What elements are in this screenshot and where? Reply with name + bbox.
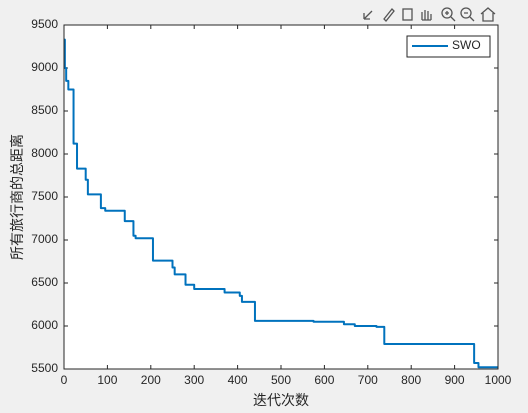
y-tick-label: 7000: [31, 232, 58, 246]
pan-icon[interactable]: [421, 10, 432, 21]
x-tick-label: 900: [445, 373, 465, 387]
y-tick-label: 5500: [31, 361, 58, 375]
x-tick-label: 1000: [485, 373, 512, 387]
y-axis-label: 所有旅行商的总距离: [9, 134, 26, 260]
x-tick-label: 0: [61, 373, 68, 387]
y-tick-label: 9500: [31, 17, 58, 31]
zoom-out-glyph: [464, 12, 475, 22]
legend-label: SWO: [452, 38, 481, 52]
y-tick-label: 6500: [31, 275, 58, 289]
x-tick-label: 800: [401, 373, 421, 387]
x-tick-label: 500: [271, 373, 291, 387]
brush-icon[interactable]: [383, 8, 395, 22]
x-tick-label: 100: [97, 373, 117, 387]
zoom-out-icon[interactable]: [460, 7, 472, 19]
export-icon[interactable]: [363, 10, 373, 20]
y-tick-label: 9000: [31, 60, 58, 74]
axes-box: [63, 24, 499, 370]
toolbar: [363, 7, 496, 22]
x-axis-label: 迭代次数: [253, 393, 309, 409]
zoom-in-icon[interactable]: [441, 7, 453, 19]
home-icon[interactable]: [480, 7, 496, 22]
series-line: [63, 38, 498, 369]
x-tick-label: 400: [228, 373, 248, 387]
x-tick-label: 200: [141, 373, 161, 387]
x-tick-label: 300: [184, 373, 204, 387]
y-tick-label: 8000: [31, 146, 58, 160]
x-tick-label: 600: [314, 373, 334, 387]
datatip-icon[interactable]: [402, 8, 413, 21]
x-tick-label: 700: [358, 373, 378, 387]
legend-box: [406, 35, 491, 58]
axes-background: [64, 25, 498, 369]
y-tick-label: 6000: [31, 318, 58, 332]
zoom-in-glyph: [445, 11, 456, 22]
y-tick-label: 7500: [31, 189, 58, 203]
y-tick-label: 8500: [31, 103, 58, 117]
